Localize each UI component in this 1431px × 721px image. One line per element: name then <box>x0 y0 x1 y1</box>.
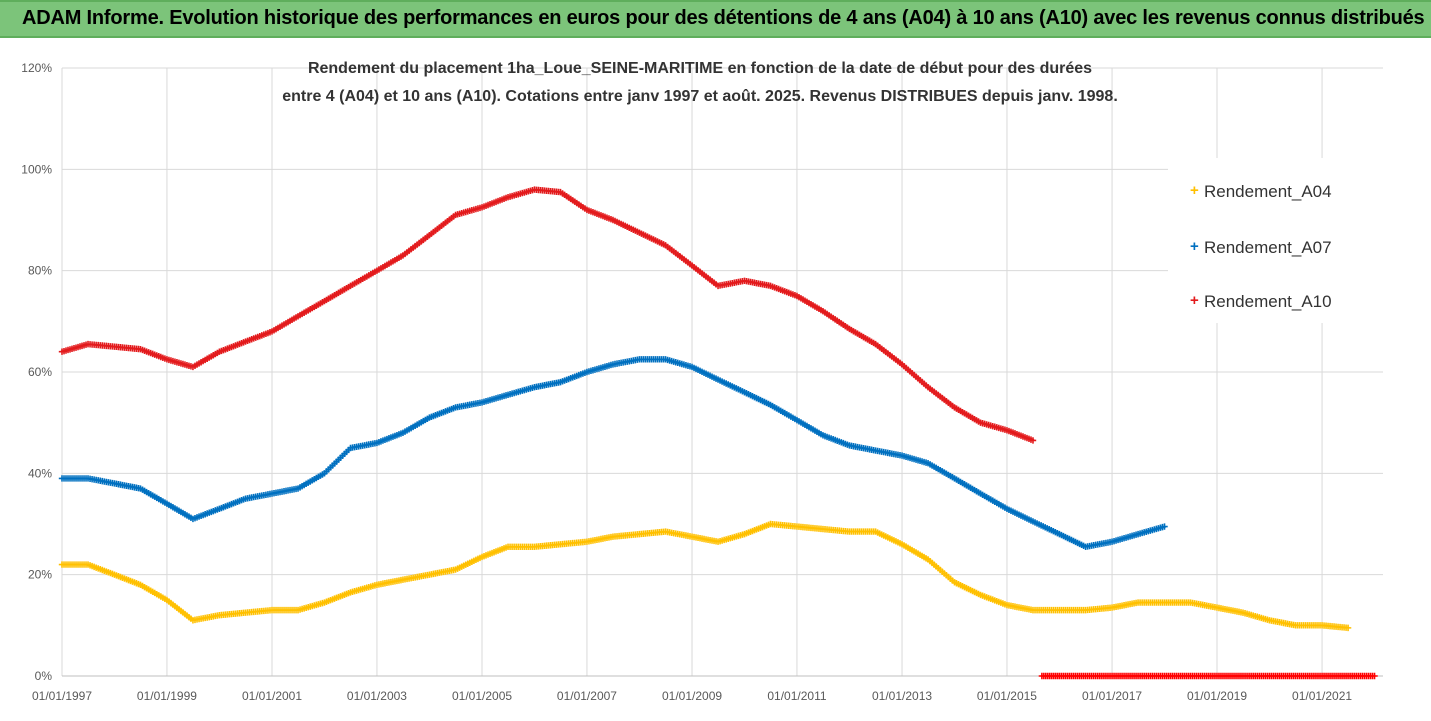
legend-marker-a07: + <box>1190 238 1199 255</box>
legend-item-a07: + Rendement_A07 <box>1190 238 1332 258</box>
x-tick-label: 01/01/2013 <box>872 689 932 703</box>
legend-item-a10: + Rendement_A10 <box>1190 292 1332 312</box>
page-title: ADAM Informe. Evolution historique des p… <box>22 7 1425 29</box>
data-point <box>1344 624 1352 632</box>
legend-label-a07: Rendement_A07 <box>1204 238 1332 257</box>
y-tick-label: 80% <box>28 264 52 278</box>
series-zero-line <box>1038 672 1378 680</box>
x-tick-label: 01/01/2007 <box>557 689 617 703</box>
x-tick-label: 01/01/2003 <box>347 689 407 703</box>
series-Rendement_A10 <box>58 186 1037 444</box>
x-tick-label: 01/01/2015 <box>977 689 1037 703</box>
legend-label-a04: Rendement_A04 <box>1204 182 1332 201</box>
chart-frame: 0% 20% 40% 60% 80% 100% 120% 01/01/1997 01/01/19… <box>0 38 1431 721</box>
legend-marker-a10: + <box>1190 292 1199 309</box>
y-tick-label: 120% <box>21 61 52 75</box>
y-tick-label: 60% <box>28 365 52 379</box>
x-tick-label: 01/01/2011 <box>767 689 826 703</box>
series-Rendement_A04 <box>58 520 1352 632</box>
legend-label-a10: Rendement_A10 <box>1204 292 1332 311</box>
y-tick-label: 20% <box>28 568 52 582</box>
data-point <box>1371 672 1378 680</box>
x-tick-label: 01/01/2005 <box>452 689 512 703</box>
chart-legend: + Rendement_A04 + Rendement_A07 + Rendem… <box>1168 158 1383 323</box>
legend-item-a04: + Rendement_A04 <box>1190 182 1332 202</box>
legend-marker-a04: + <box>1190 182 1199 199</box>
data-point <box>1161 523 1168 530</box>
x-tick-label: 01/01/2017 <box>1082 689 1142 703</box>
x-tick-label: 01/01/1997 <box>32 689 92 703</box>
title-banner: ADAM Informe. Evolution historique des p… <box>0 0 1431 38</box>
x-tick-label: 01/01/2001 <box>242 689 302 703</box>
chart-subtitle-line2: entre 4 (A04) et 10 ans (A10). Cotations… <box>282 88 1118 105</box>
y-tick-label: 100% <box>21 162 52 176</box>
chart-svg: 0% 20% 40% 60% 80% 100% 120% 01/01/1997 01/01/19… <box>21 61 1383 703</box>
series-Rendement_A07 <box>58 356 1168 550</box>
x-tick-label: 01/01/2009 <box>662 689 722 703</box>
chart-subtitle-line1: Rendement du placement 1ha_Loue_SEINE-MA… <box>307 60 1093 77</box>
data-point <box>1029 437 1037 444</box>
y-tick-label: 0% <box>35 669 53 683</box>
x-tick-label: 01/01/1999 <box>137 689 197 703</box>
y-tick-label: 40% <box>28 466 52 480</box>
x-tick-label: 01/01/2019 <box>1187 689 1247 703</box>
x-tick-label: 01/01/2021 <box>1292 689 1352 703</box>
